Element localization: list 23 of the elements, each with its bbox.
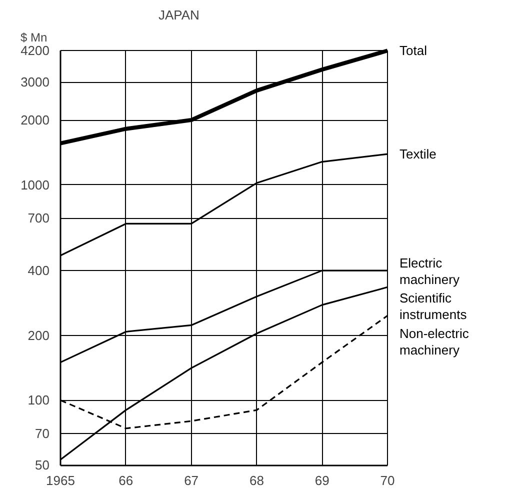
- y-tick-label: 50: [35, 458, 50, 473]
- chart-title: JAPAN: [158, 8, 200, 22]
- y-tick-label: 2000: [20, 112, 50, 128]
- x-tick-label: 68: [249, 473, 264, 488]
- series-label: Electric machinery: [400, 256, 460, 288]
- y-tick-label: 3000: [20, 74, 50, 90]
- series-label: Scientific instruments: [400, 290, 468, 322]
- y-tick-label: 400: [28, 263, 50, 278]
- x-tick-label: 67: [184, 473, 199, 488]
- series-label: Non-electric machinery: [400, 326, 470, 358]
- y-tick-label: 1000: [20, 177, 50, 192]
- y-tick-label: 100: [28, 392, 50, 408]
- series-label: Textile: [400, 146, 436, 162]
- y-axis-title: $ Mn: [20, 30, 48, 45]
- y-tick-label: 70: [35, 426, 50, 442]
- y-tick-label: 4200: [20, 43, 50, 58]
- y-tick-label: 200: [28, 328, 50, 343]
- series-label: Total: [400, 43, 428, 58]
- x-tick-label: 70: [380, 473, 395, 488]
- x-tick-label: 66: [118, 473, 134, 488]
- x-tick-label: 1965: [46, 473, 75, 488]
- x-tick-label: 69: [314, 473, 330, 488]
- y-tick-label: 700: [28, 210, 50, 226]
